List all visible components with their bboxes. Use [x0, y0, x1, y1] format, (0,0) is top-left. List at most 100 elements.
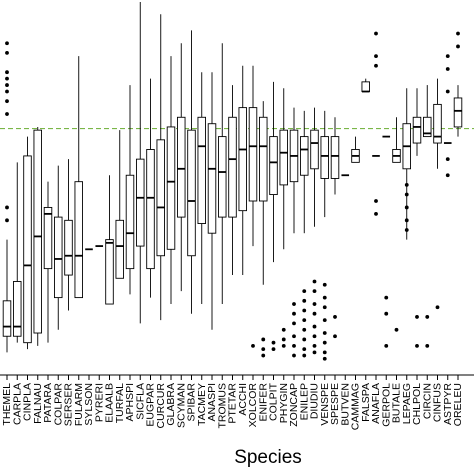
box-iqr [2, 300, 12, 337]
box-iqr [279, 129, 289, 186]
box-iqr [310, 129, 319, 170]
outlier-point [281, 327, 286, 332]
box-iqr [259, 116, 268, 202]
outlier-point [404, 205, 409, 210]
box-iqr [156, 139, 165, 257]
x-tick-label: APHSPI [124, 383, 136, 422]
box-iqr [135, 158, 145, 247]
x-tick-label: THEMEL [1, 383, 13, 426]
x-tick-label: SCYMAN [175, 383, 187, 428]
outlier-point [292, 302, 296, 306]
outlier-point [435, 305, 440, 310]
x-tick-label: SICFLA [134, 383, 146, 420]
x-tick-label: LEPAEG [401, 383, 413, 424]
outlier-point [292, 311, 296, 316]
box-iqr [453, 97, 463, 128]
outlier-point [312, 350, 317, 355]
box-iqr [43, 206, 53, 270]
x-tick-label: ASTPYR [442, 383, 454, 425]
outlier-point [404, 228, 409, 232]
outlier-point [312, 302, 317, 306]
outlier-point [5, 99, 9, 104]
outlier-point [302, 308, 307, 313]
box-iqr [33, 129, 43, 334]
x-tick-label: PYRERI [93, 383, 105, 422]
box-iqr [248, 107, 258, 202]
outlier-point [281, 344, 286, 348]
x-tick-label: SPESPE [329, 383, 341, 425]
x-tick-label: ANASPI [206, 383, 218, 422]
outlier-point [384, 344, 389, 348]
box-iqr [361, 81, 371, 92]
x-tick-label: FALNAU [32, 383, 44, 424]
outlier-point [322, 350, 327, 355]
outlier-point [292, 344, 296, 348]
outlier-point [302, 298, 307, 303]
box-iqr [187, 129, 196, 257]
outlier-point [445, 173, 450, 178]
x-tick-label: VENSPE [319, 383, 331, 426]
outlier-point [456, 31, 460, 36]
outlier-point [384, 311, 389, 316]
x-tick-label: ELAALB [104, 383, 116, 423]
x-tick-label: ACCHI [237, 383, 249, 416]
x-tick-label: CARPLA [11, 383, 23, 425]
x-tick-label: ZONCAP [288, 383, 300, 427]
x-tick-label: ORELEU [452, 383, 464, 426]
outlier-point [322, 331, 327, 335]
x-tick-label: GERPOL [380, 383, 392, 427]
box-iqr [125, 174, 135, 270]
box-iqr [433, 103, 442, 144]
x-tick-label: SYLSON [83, 383, 95, 426]
outlier-point [415, 315, 419, 319]
outlier-point [374, 211, 378, 216]
x-tick-label: SERSER [63, 383, 75, 427]
outlier-point [415, 344, 419, 348]
box-iqr [176, 116, 186, 218]
x-tick-label: TURFAL [114, 383, 126, 423]
box-iqr [423, 116, 432, 138]
outlier-point [5, 70, 9, 75]
outlier-point [456, 44, 460, 49]
outlier-point [271, 347, 276, 352]
box-iqr [412, 116, 422, 144]
outlier-point [302, 318, 307, 323]
outlier-point [312, 289, 317, 294]
box-iqr [228, 116, 237, 218]
outlier-point [302, 347, 307, 352]
outlier-point [261, 353, 266, 358]
box-iqr [64, 219, 73, 276]
outlier-point [292, 334, 296, 339]
box-iqr [105, 239, 114, 305]
outlier-point [445, 89, 450, 94]
outlier-point [302, 327, 307, 332]
outlier-point [5, 89, 9, 94]
outlier-point [5, 50, 9, 55]
outlier-point [374, 63, 378, 68]
outlier-point [404, 183, 409, 187]
outlier-point [261, 347, 266, 352]
x-tick-label: PATARA [42, 383, 54, 423]
box-iqr [197, 116, 206, 224]
x-tick-label: TROMUS [216, 383, 228, 429]
x-tick-label: CAMMAG [350, 383, 362, 430]
outlier-point [271, 340, 276, 345]
x-tick-label: CIRCIN [421, 383, 433, 419]
x-tick-label: EUGPAR [145, 383, 157, 427]
box-iqr [269, 136, 278, 196]
outlier-point [292, 353, 296, 358]
outlier-point [292, 321, 296, 326]
outlier-point [322, 318, 327, 323]
outlier-point [302, 289, 307, 294]
x-tick-label: GLABRA [165, 383, 177, 426]
x-tick-label: TACMEY [196, 383, 208, 426]
outlier-point [333, 315, 337, 319]
outlier-point [374, 199, 378, 203]
outlier-point [312, 279, 317, 284]
outlier-point [5, 83, 9, 87]
box-iqr [238, 107, 247, 212]
x-tick-label: COLPIT [268, 382, 280, 421]
x-tick-label: SPIBAR [186, 383, 198, 422]
x-tick-label: XOLCOR [247, 383, 259, 428]
